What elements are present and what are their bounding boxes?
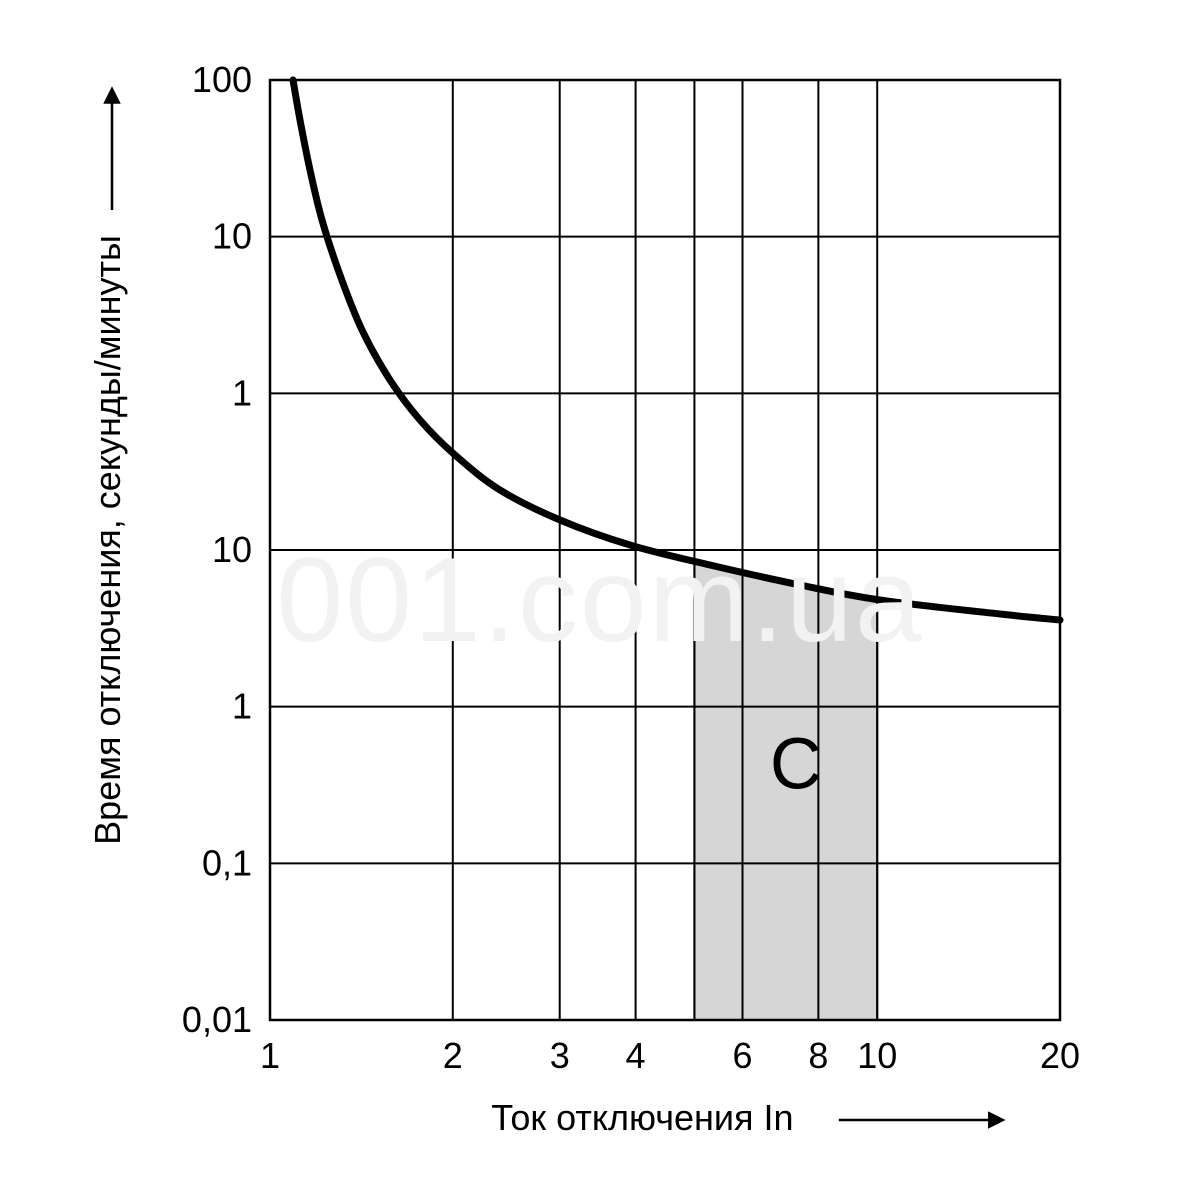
svg-text:8: 8 [808,1035,828,1076]
svg-text:1: 1 [260,1035,280,1076]
svg-text:10: 10 [857,1035,897,1076]
svg-text:6: 6 [732,1035,752,1076]
x-axis-label: Ток отключения In [491,1097,793,1138]
svg-text:0,1: 0,1 [202,842,252,883]
svg-text:1: 1 [232,372,252,413]
chart-container: 001.com.ua C 1234681020 0,010,1110110100… [0,0,1200,1200]
svg-text:1: 1 [232,686,252,727]
svg-text:3: 3 [550,1035,570,1076]
trip-curve [293,80,1060,620]
svg-text:10: 10 [212,529,252,570]
svg-text:100: 100 [192,59,252,100]
svg-text:20: 20 [1040,1035,1080,1076]
svg-text:0,01: 0,01 [182,999,252,1040]
y-tick-labels: 0,01 0,1 1 10 1 10 100 [182,59,252,1040]
svg-text:10: 10 [212,216,252,257]
x-tick-labels: 1 2 3 4 6 8 10 20 [260,1035,1080,1076]
y-axis-label: Время отключения, секунды/минуты [87,235,128,845]
chart-grid [270,80,1060,1020]
trip-curve-chart: C 1 2 3 4 6 8 10 20 0,01 0,1 1 10 1 10 100 Ток отключ… [0,0,1200,1200]
region-c-label: C [770,724,822,804]
svg-text:4: 4 [626,1035,646,1076]
svg-text:2: 2 [443,1035,463,1076]
